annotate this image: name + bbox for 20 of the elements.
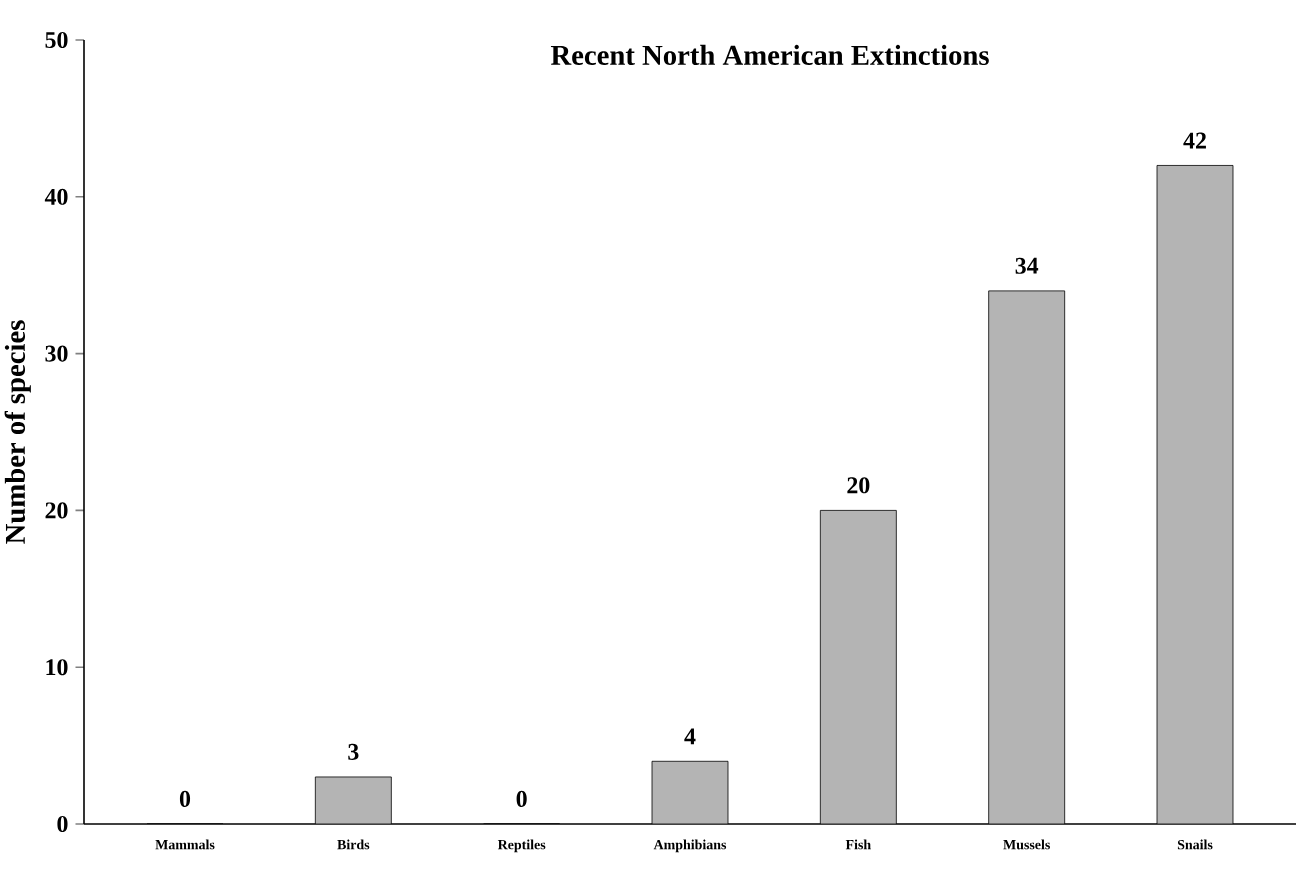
bar — [988, 290, 1066, 824]
y-tick-label: 40 — [44, 188, 68, 205]
chart-title: Recent North American Extinctions — [550, 44, 989, 66]
data-label: 3 — [348, 743, 359, 760]
data-label: 0 — [179, 790, 191, 807]
data-label: 34 — [1015, 257, 1039, 274]
bar — [819, 510, 897, 824]
bar — [651, 760, 729, 824]
data-label: 4 — [684, 728, 696, 745]
y-tick-label: 30 — [45, 345, 68, 362]
data-label: 0 — [516, 790, 527, 807]
data-label: 20 — [847, 477, 870, 494]
y-tick-label: 50 — [45, 31, 68, 49]
bar — [1156, 165, 1234, 824]
y-tick-label: 20 — [45, 502, 68, 519]
y-tick-label: 10 — [46, 659, 68, 676]
data-label: 42 — [1183, 132, 1206, 149]
y-axis-title: Number of species — [4, 320, 31, 544]
bar — [314, 776, 392, 824]
y-tick-label: 0 — [57, 815, 68, 833]
